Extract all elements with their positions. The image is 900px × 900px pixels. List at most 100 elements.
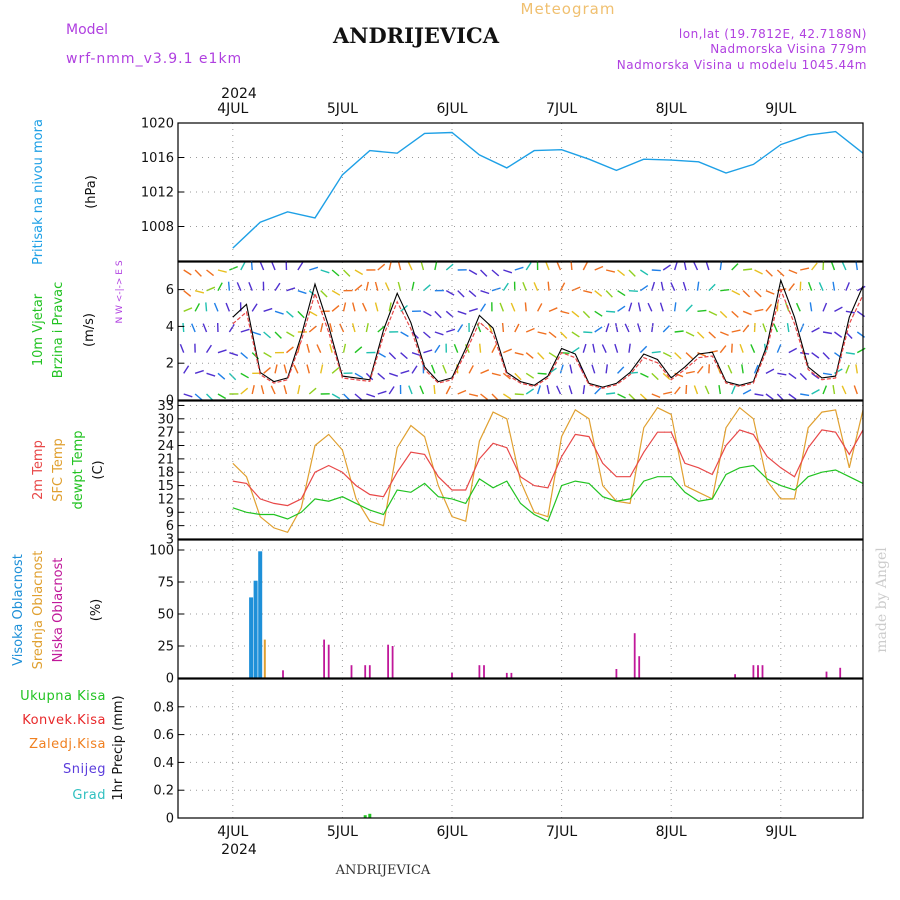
wind-arrow <box>217 282 223 291</box>
wind-arrow <box>548 352 557 359</box>
wind-arrow <box>365 323 369 333</box>
wind-arrow <box>662 372 671 380</box>
wind-arrow <box>240 387 249 395</box>
x-axis-top-labels: 4JUL 5JUL 6JUL 7JUL 8JUL 9JUL <box>217 101 796 117</box>
wind-arrow <box>800 267 810 271</box>
wind-arrow <box>183 393 193 398</box>
wind-arrow <box>822 372 833 376</box>
wind-arrow <box>320 364 324 374</box>
wind-arrow <box>624 323 630 333</box>
wind-arrow <box>594 290 603 297</box>
wind-arrow <box>582 343 587 353</box>
wind-arrow <box>647 302 653 312</box>
precip-bar <box>368 813 372 818</box>
cloud-bar <box>757 665 759 678</box>
wind-arrow <box>617 393 626 399</box>
wind-arrow <box>236 282 242 291</box>
wind-arrow <box>696 365 704 374</box>
wind-arrow <box>229 352 239 357</box>
wind-arrow <box>720 331 729 337</box>
wind-arrow <box>704 385 710 395</box>
wind-arrow <box>674 330 684 333</box>
wind-arrow <box>720 289 730 292</box>
wind-arrow <box>434 310 442 319</box>
wind-arrow <box>556 261 562 271</box>
wind-arrow <box>445 263 454 271</box>
cloud-bar <box>368 665 371 678</box>
precip-y-tick-label: 0.6 <box>153 728 174 743</box>
wind-arrow <box>708 331 716 339</box>
wind-arrow <box>194 269 202 277</box>
wind-arrow <box>834 306 843 312</box>
pressure-y-tick-label: 1016 <box>141 151 174 166</box>
wind-arrow <box>263 352 272 358</box>
wind-arrow <box>411 365 418 374</box>
wind-arrow <box>202 323 208 333</box>
wind-arrow <box>637 302 642 312</box>
wind-arrow <box>571 286 581 292</box>
wind-arrow <box>468 290 477 298</box>
wind-arrow <box>697 309 707 313</box>
precip-y-tick-label: 0.2 <box>153 784 174 799</box>
wind-arrow <box>637 323 642 333</box>
wind-arrow <box>845 282 850 291</box>
wind-arrow <box>503 348 512 354</box>
wind-arrow <box>617 269 626 277</box>
wind-arrow <box>697 352 707 357</box>
wind-speed-line <box>232 278 864 388</box>
wind-arrow <box>845 310 855 314</box>
cloud-y-tick-label: 25 <box>157 640 174 655</box>
wind-arrow <box>662 264 671 271</box>
wind-y-tick-label: 4 <box>166 320 174 335</box>
wind-arrow <box>822 302 828 312</box>
wind-arrow <box>388 261 392 271</box>
cloud-bar <box>505 672 508 678</box>
wind-arrow <box>583 331 593 334</box>
wind-arrow <box>320 290 328 298</box>
x-tick-label-bottom: 9JUL <box>765 824 796 840</box>
wind-arrow <box>522 282 527 291</box>
wind-arrow <box>248 282 253 291</box>
wind-arrow <box>286 287 296 292</box>
cloud-bar <box>633 633 636 678</box>
wind-arrow <box>548 307 558 312</box>
precip-legend-rain: Ukupna Kisa <box>20 689 106 704</box>
wind-arrow <box>571 347 580 354</box>
wind-arrow <box>342 302 347 312</box>
wind-arrow <box>293 364 299 374</box>
pressure-y-tick-label: 1020 <box>141 117 174 132</box>
cloud-panel: 0 25 50 75 100 Visoka Oblacnost Srednja Obla… <box>11 539 864 687</box>
wind-arrow <box>525 372 535 379</box>
precip-legend-grad: Grad <box>72 788 106 803</box>
wind-arrow <box>365 281 369 291</box>
wind-arrow <box>765 393 774 400</box>
wind-arrow <box>194 369 204 375</box>
wind-arrow <box>433 384 436 395</box>
wind-arrow <box>468 365 474 374</box>
wind-arrow <box>742 290 751 298</box>
wind-arrow <box>731 290 741 296</box>
wind-arrow <box>309 266 319 271</box>
wind-arrow <box>727 364 733 374</box>
wind-arrow <box>283 385 288 395</box>
compass-rose: N W <-|-> E S <box>115 260 125 323</box>
model-label: Model <box>66 22 108 38</box>
wind-arrow <box>640 372 649 378</box>
x-tick-label-top: 5JUL <box>327 101 358 117</box>
wind-arrow <box>400 331 409 338</box>
wind-arrow <box>388 372 399 377</box>
wind-arrow <box>446 328 456 333</box>
wind-arrow <box>856 285 866 292</box>
wind-arrow <box>331 366 340 374</box>
wind-arrow <box>788 393 797 400</box>
wind-arrow <box>776 269 785 277</box>
wind-arrow <box>811 388 820 395</box>
wind-arrow <box>773 323 779 333</box>
wind-arrow <box>754 290 762 298</box>
wind-arrow <box>525 352 534 359</box>
wind-arrow <box>286 331 295 338</box>
wind-arrow <box>366 393 376 398</box>
dewpoint-line <box>232 464 864 523</box>
wind-arrow <box>274 310 284 315</box>
wind-arrow <box>546 385 550 395</box>
